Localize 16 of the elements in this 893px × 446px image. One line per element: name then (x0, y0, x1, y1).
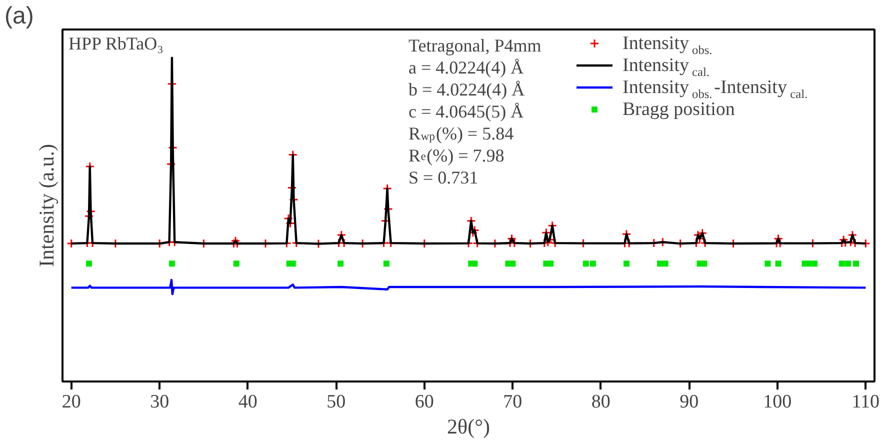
x-tick-label: 100 (763, 392, 792, 412)
y-axis-title: Intensity (a.u.) (34, 144, 58, 268)
x-tick-label: 20 (62, 392, 81, 412)
text: (a) (4, 2, 34, 30)
x-axis-title: 2θ(°) (447, 414, 490, 438)
x-tick-label: 40 (238, 392, 258, 412)
x-tick-label: 50 (326, 392, 346, 412)
text: Tetragonal, P4mm a = 4.0224(4) Å b = 4.0224(4) Å c = 4.0645(5) Å Rwp(%) = 5.84 Re(%) = 7.98 S = 0.731 (408, 36, 542, 188)
x-tick-label: 70 (503, 392, 522, 412)
legend-label: Bragg position (622, 99, 736, 120)
x-tick-label: 60 (414, 392, 434, 412)
x-tick-label: 110 (852, 392, 880, 412)
x-tick-label: 80 (591, 392, 610, 412)
x-tick-label: 90 (680, 392, 699, 412)
x-tick-label: 30 (150, 392, 170, 412)
text: HPP RbTaO₃ (68, 34, 164, 54)
